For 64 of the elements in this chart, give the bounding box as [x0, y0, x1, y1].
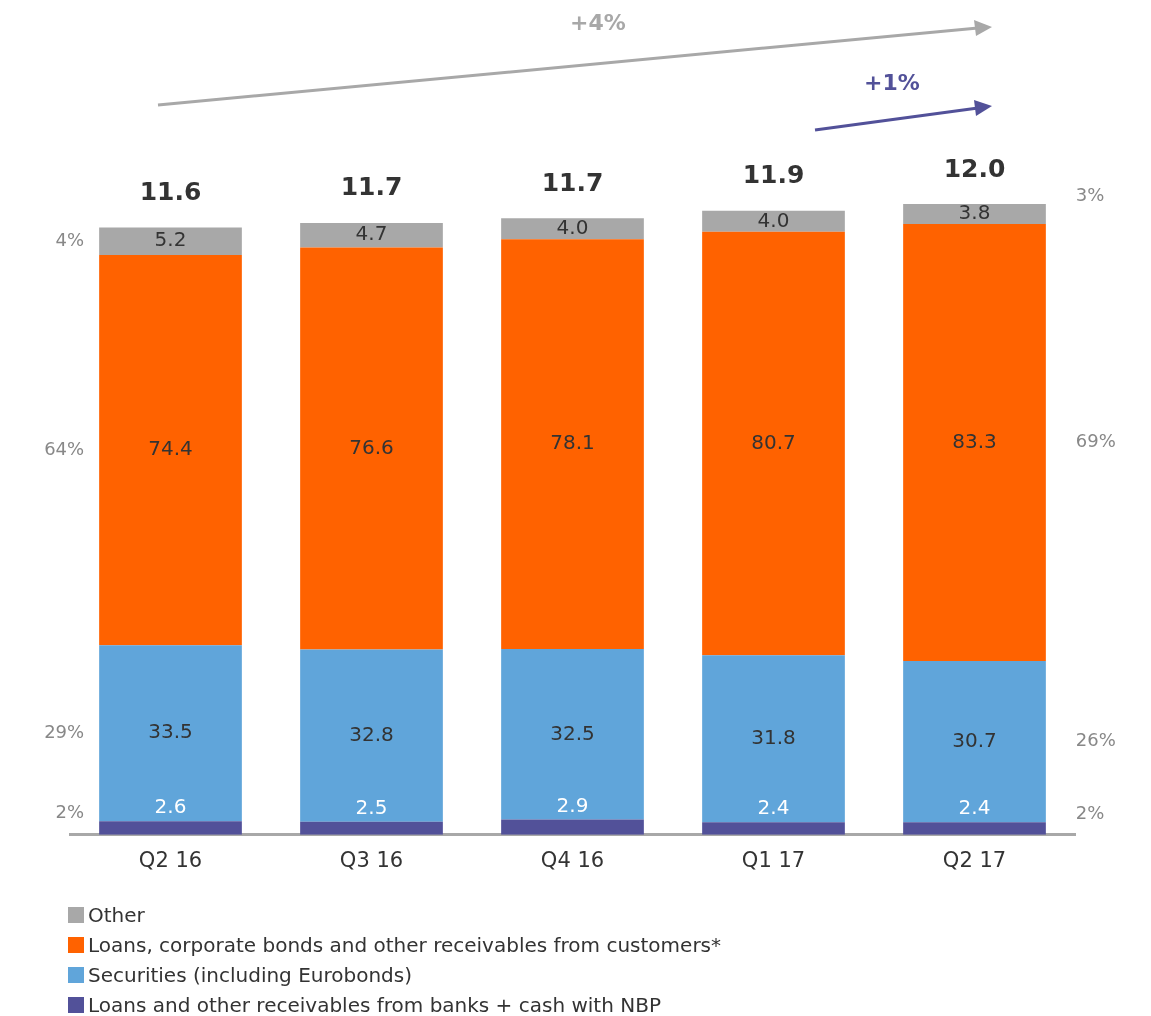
annotation: 11.6: [139, 177, 202, 207]
x-tick-label: Q3 16: [339, 847, 404, 872]
bar: [300, 247, 443, 650]
bar: [300, 821, 443, 835]
annotation: 4%: [55, 228, 85, 250]
bar: [903, 223, 1046, 662]
bar: [300, 222, 443, 248]
data-label: 3.8: [958, 200, 991, 225]
data-label: 80.7: [751, 429, 796, 454]
data-label: 33.5: [148, 719, 193, 744]
data-label: 4.7: [355, 221, 388, 246]
bar: [501, 649, 644, 820]
text: +1%: [864, 69, 920, 95]
data-label: 2.9: [556, 792, 589, 817]
data-label: 31.8: [751, 724, 796, 749]
data-label: 30.7: [952, 727, 997, 752]
bar: [501, 819, 644, 835]
x-tick-label: Q1 17: [741, 847, 806, 872]
data-label: 78.1: [550, 430, 595, 455]
annotation: 69%: [1075, 430, 1116, 452]
annotation: 3%: [1075, 183, 1105, 205]
bar: [903, 204, 1046, 224]
x-tick-label: Q2 16: [138, 847, 203, 872]
data-label: 74.4: [148, 436, 193, 461]
data-label: 4.0: [757, 207, 790, 232]
text: 11.9: [742, 160, 805, 190]
annotation: 2%: [1075, 801, 1105, 823]
bar: [501, 239, 644, 650]
annotation: 26%: [1075, 729, 1116, 751]
legend-label: Loans, corporate bonds and other receivables from customers*: [88, 932, 722, 959]
legend-label: Securities (including Eurobonds): [88, 962, 413, 989]
bar: [702, 231, 845, 656]
bar: [99, 227, 242, 255]
bar: [702, 655, 845, 823]
data-label: 4.0: [556, 214, 589, 239]
bar: [99, 645, 242, 822]
data-label: 2.4: [757, 795, 790, 820]
text: 12.0: [943, 153, 1006, 183]
data-label: 2.6: [154, 794, 187, 819]
data-label: 32.5: [550, 720, 595, 745]
bar: [501, 218, 644, 240]
bar: [903, 661, 1046, 823]
annotation: 29%: [44, 720, 85, 742]
bar: [903, 822, 1046, 835]
data-label: 76.6: [349, 434, 394, 459]
bar: [300, 649, 443, 822]
bar: [99, 821, 242, 835]
bar: [99, 254, 242, 646]
data-label: 2.4: [958, 795, 991, 820]
x-tick-label: Q4 16: [540, 847, 605, 872]
data-label: 32.8: [349, 721, 394, 746]
data-label: 2.5: [355, 794, 388, 819]
annotation: 2%: [55, 800, 85, 822]
data-label: 5.2: [154, 227, 187, 252]
bar: [702, 210, 845, 232]
text: 11.7: [541, 167, 604, 197]
data-label: 83.3: [952, 428, 997, 453]
x-tick-label: Q2 17: [942, 847, 1007, 872]
text: 11.7: [340, 172, 403, 202]
annotation: 64%: [44, 437, 85, 459]
text: +4%: [570, 9, 626, 35]
legend-label: Loans and other receivables from banks + cash with NBP: [88, 992, 661, 1016]
legend-label: Other: [88, 902, 145, 929]
bar: [702, 822, 845, 835]
